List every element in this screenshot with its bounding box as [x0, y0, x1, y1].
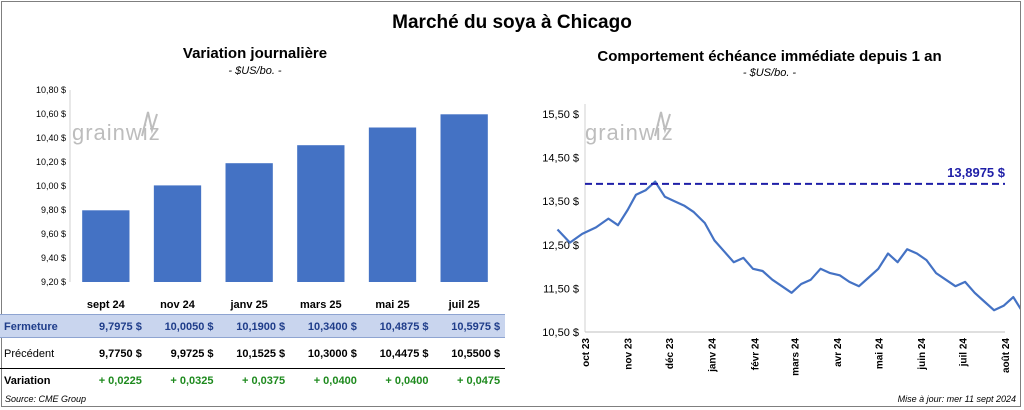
table-cell: 10,1900 $: [236, 321, 286, 333]
bar-y-tick: 10,00 $: [36, 181, 66, 191]
bar-y-tick: 9,60 $: [41, 229, 66, 239]
table-cell: 9,9725 $: [170, 348, 214, 360]
bar-x-tick: mars 25: [300, 299, 342, 311]
bar: [368, 127, 417, 282]
line-x-tick: oct 23: [581, 338, 592, 367]
bar-x-tick: nov 24: [160, 299, 196, 311]
table-cell: + 0,0375: [242, 375, 286, 387]
table-cell: 10,3000 $: [307, 348, 357, 360]
line-y-tick: 11,50 $: [543, 283, 579, 295]
line-chart-subtitle: - $US/bo. -: [742, 67, 797, 79]
current-price-label: 13,8975 $: [947, 165, 1006, 180]
bar-chart-subtitle: - $US/bo. -: [228, 65, 282, 77]
line-y-tick: 13,50 $: [542, 196, 579, 208]
bar-y-tick: 10,60 $: [36, 109, 66, 119]
table-row-previous: Précédent 9,7750 $ 9,9725 $ 10,1525 $ 10,30…: [0, 342, 505, 366]
line-x-tick: févr 24: [750, 338, 761, 371]
bar-x-tick: mai 25: [375, 299, 409, 311]
bar-chart-title: Variation journalière: [182, 45, 328, 62]
bar-x-tick: sept 24: [87, 299, 126, 311]
logo-mark: [141, 111, 158, 137]
line-y-tick: 14,50 $: [542, 153, 579, 165]
line-x-tick: avr 24: [833, 338, 844, 367]
line-x-tick: mai 24: [874, 338, 885, 370]
row-label-close: Fermeture: [4, 321, 58, 333]
source-note: Source: CME Group: [5, 394, 87, 404]
line-chart-title: Comportement échéance immédiate depuis 1…: [597, 48, 942, 65]
table-cell: + 0,0225: [98, 375, 142, 387]
table-cell: 10,1525 $: [236, 348, 286, 360]
table-row-change: Variation + 0,0225 + 0,0325 + 0,0375 + 0,04…: [0, 368, 505, 392]
line-y-tick: 15,50 $: [542, 109, 579, 121]
bar-y-tick: 9,40 $: [41, 253, 66, 263]
line-x-tick: nov 23: [624, 338, 635, 370]
price-line: [556, 180, 1020, 312]
bar-y-tick: 10,40 $: [36, 133, 66, 143]
table-cell: + 0,0400: [385, 375, 429, 387]
table-cell: 9,7750 $: [99, 348, 142, 360]
table-cell: + 0,0475: [457, 375, 501, 387]
bar-y-tick: 10,20 $: [36, 157, 66, 167]
bar-y-tick: 10,80 $: [36, 85, 66, 95]
line-x-tick: juin 24: [917, 338, 928, 371]
bar: [440, 114, 488, 282]
grainwiz-logo: grainwiz: [72, 120, 161, 145]
main-title: Marché du soya à Chicago: [392, 12, 632, 33]
line-x-tick: janv 24: [708, 338, 719, 373]
table-cell: + 0,0400: [313, 375, 357, 387]
table-cell: 10,3400 $: [307, 321, 357, 333]
table-cell: 9,7975 $: [99, 321, 142, 333]
line-chart: 10,50 $ 11,50 $ 12,50 $ 13,50 $ 14,50 $ 15,50…: [542, 104, 1020, 376]
table-cell: + 0,0325: [170, 375, 214, 387]
line-x-tick: mars 24: [790, 338, 801, 376]
bar: [82, 210, 130, 282]
bar-y-tick: 9,20 $: [41, 277, 66, 287]
table-cell: 10,5500 $: [451, 348, 501, 360]
line-x-tick: août 24: [1001, 338, 1012, 373]
table-row-close: Fermeture 9,7975 $ 10,0050 $ 10,1900 $ 10,3…: [0, 314, 505, 338]
table-cell: 10,4475 $: [379, 348, 429, 360]
line-y-tick: 10,50 $: [542, 327, 579, 339]
line-y-tick: 12,50 $: [542, 240, 579, 252]
bar: [225, 163, 273, 282]
bar: [153, 185, 202, 282]
bar-chart: 9,20 $ 9,40 $ 9,60 $ 9,80 $ 10,00 $ 10,20 $ 10…: [36, 85, 488, 311]
table-cell: 10,5975 $: [451, 321, 501, 333]
row-label-previous: Précédent: [4, 348, 55, 360]
bar-x-tick: janv 25: [230, 299, 268, 311]
logo-mark: [654, 111, 671, 137]
row-label-change: Variation: [4, 375, 51, 387]
table-cell: 10,0050 $: [164, 321, 214, 333]
update-note: Mise à jour: mer 11 sept 2024: [897, 394, 1016, 404]
bar: [297, 145, 345, 282]
bar-x-tick: juil 25: [448, 299, 480, 311]
line-x-tick: juil 24: [958, 338, 969, 368]
bar-y-tick: 9,80 $: [41, 205, 66, 215]
line-x-tick: déc 23: [665, 338, 676, 370]
table-cell: 10,4875 $: [379, 321, 429, 333]
grainwiz-logo: grainwiz: [585, 120, 674, 145]
